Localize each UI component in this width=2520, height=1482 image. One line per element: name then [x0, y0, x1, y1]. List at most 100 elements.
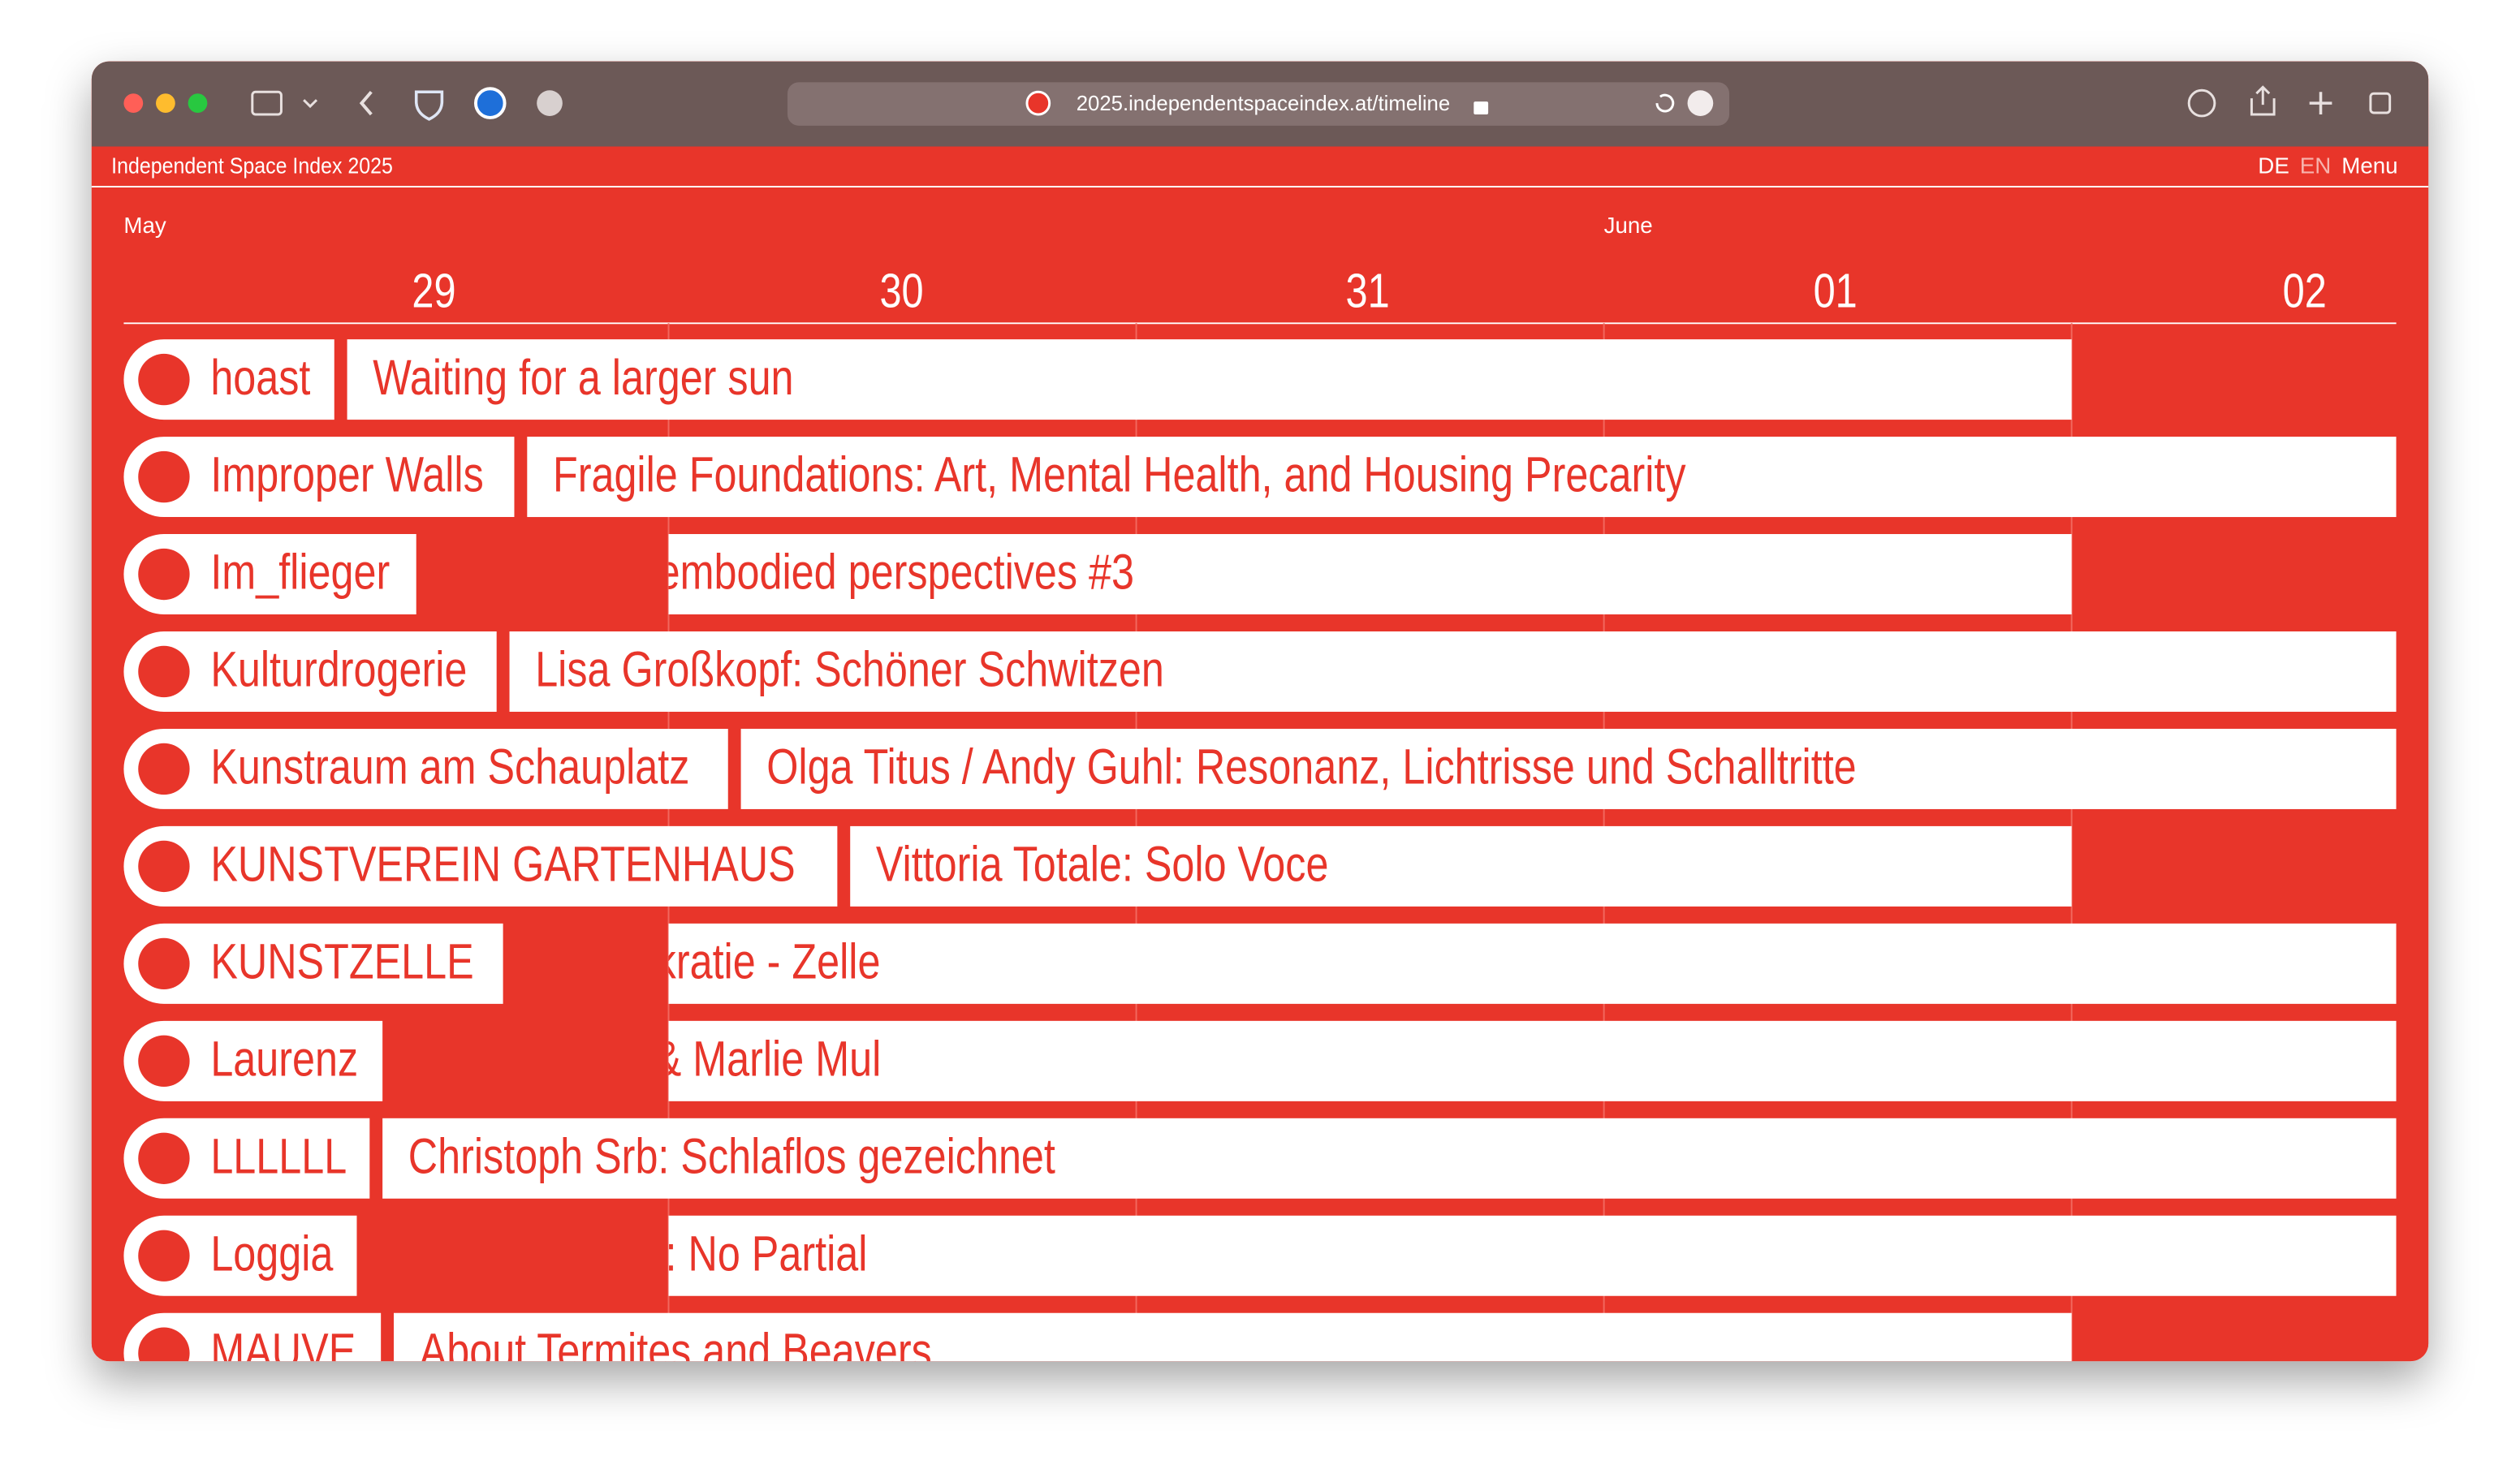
month-label: June: [1604, 213, 1653, 238]
space-pill[interactable]: [123, 1118, 370, 1199]
event-text-group: : No Partial: [669, 1226, 868, 1282]
space-dot: [138, 645, 190, 698]
event-title: & Marlie Mul: [654, 1031, 882, 1087]
timeline-row[interactable]: Loggia : No Partial: [123, 1215, 2397, 1296]
space-dot: [138, 353, 190, 406]
event-bar[interactable]: [347, 339, 2072, 420]
event-text-group: Fragile Foundations: Art, Mental Health,…: [553, 446, 1686, 502]
space-pill[interactable]: [123, 923, 503, 1004]
space-dot: [138, 1327, 190, 1362]
timeline-row[interactable]: Improper Walls Fragile Foundations: Art, …: [123, 437, 2397, 518]
event-title: kratie - Zelle: [656, 933, 881, 989]
language-en[interactable]: EN: [2300, 153, 2331, 179]
day-label: 01: [1814, 264, 1858, 318]
address-bar[interactable]: [788, 82, 1730, 126]
space-dot: [138, 937, 190, 990]
space-dot: [138, 840, 190, 893]
event-title: Lisa Großkopf: Schöner Schwitzen: [535, 641, 1164, 697]
event-text-group: embodied perspectives #3: [658, 544, 1135, 600]
space-name: Improper Walls: [210, 446, 483, 502]
tabs-button[interactable]: [2369, 92, 2392, 114]
timeline-row[interactable]: Kunstraum am Schauplatz Olga Titus / Andy…: [123, 728, 2397, 809]
event-text-group: About Termites and Beavers: [420, 1323, 932, 1379]
event-text-group: kratie - Zelle: [656, 933, 881, 989]
space-dot: [138, 1230, 190, 1282]
back-button[interactable]: [359, 90, 373, 116]
minimize-button[interactable]: [156, 93, 175, 113]
timeline-row[interactable]: Im_flieger embodied perspectives #3: [123, 534, 2072, 615]
timeline-row[interactable]: Laurenz & Marlie Mul: [123, 1020, 2397, 1101]
space-pill[interactable]: [123, 1215, 357, 1296]
event-bar[interactable]: [527, 437, 2397, 518]
space-name: Loggia: [210, 1226, 334, 1282]
close-button[interactable]: [123, 93, 144, 113]
timeline-row[interactable]: Kulturdrogerie Lisa Großkopf: Schöner Sch…: [123, 631, 2397, 712]
space-pill[interactable]: [123, 437, 515, 518]
zoom-button[interactable]: [188, 93, 208, 113]
event-bar[interactable]: [509, 631, 2397, 712]
event-title: Vittoria Totale: Solo Voce: [876, 836, 1329, 892]
share-button[interactable]: [2250, 85, 2276, 116]
extension-icon[interactable]: [537, 90, 563, 116]
event-text-group: Waiting for a larger sun: [373, 349, 793, 405]
space-dot: [138, 1035, 190, 1088]
event-title: About Termites and Beavers: [420, 1323, 932, 1379]
space-name: hoast: [210, 349, 310, 405]
day-label: 31: [1346, 264, 1390, 318]
space-dot: [138, 1132, 190, 1184]
space-pill[interactable]: [123, 728, 728, 809]
event-bar[interactable]: [668, 1020, 2397, 1101]
event-title: Waiting for a larger sun: [373, 349, 793, 405]
language-de[interactable]: DE: [2258, 153, 2289, 179]
event-title: embodied perspectives #3: [658, 544, 1134, 600]
menu-button[interactable]: Menu: [2341, 153, 2397, 179]
timeline-row[interactable]: MAUVE About Termites and Beavers: [123, 1312, 2072, 1394]
event-text-group: Vittoria Totale: Solo Voce: [876, 836, 1329, 892]
space-pill[interactable]: [123, 825, 838, 907]
event-bar[interactable]: [668, 923, 2397, 1004]
tab-group-menu[interactable]: [303, 99, 318, 109]
site-icon: [1025, 90, 1051, 116]
space-dot: [138, 450, 190, 503]
lock-icon: [1474, 101, 1489, 114]
event-bar[interactable]: [740, 728, 2397, 809]
sidebar-button[interactable]: [251, 90, 283, 116]
password-extension[interactable]: [473, 87, 507, 119]
downloads-button[interactable]: [2187, 88, 2216, 118]
event-bar[interactable]: [394, 1312, 2072, 1394]
extension-icon[interactable]: [414, 90, 444, 121]
more-button[interactable]: [1687, 90, 1714, 116]
space-pill[interactable]: [123, 534, 416, 615]
reload-button[interactable]: [1655, 93, 1675, 113]
timeline: hoast Waiting for a larger sun Improper Wa…: [123, 323, 2397, 1394]
event-bar[interactable]: [850, 825, 2072, 907]
new-tab-button[interactable]: [2309, 92, 2332, 114]
day-label: 02: [2283, 264, 2327, 318]
space-pill[interactable]: [123, 1020, 383, 1101]
space-dot: [138, 743, 190, 795]
event-title: Christoph Srb: Schlaflos gezeichnet: [408, 1128, 1055, 1184]
event-text-group: Lisa Großkopf: Schöner Schwitzen: [535, 641, 1164, 697]
space-pill[interactable]: [123, 631, 497, 712]
timeline-row[interactable]: hoast Waiting for a larger sun: [123, 339, 2072, 420]
space-name: Im_flieger: [210, 544, 390, 600]
event-bar[interactable]: [382, 1118, 2397, 1199]
site-title[interactable]: Independent Space Index 2025: [111, 153, 393, 179]
event-bar[interactable]: [668, 1215, 2397, 1296]
timeline-row[interactable]: KUNSTVEREIN GARTENHAUS Vittoria Totale: S…: [123, 825, 2072, 907]
timeline-row[interactable]: LLLLLL Christoph Srb: Schlaflos gezeichne…: [123, 1118, 2397, 1199]
event-bar[interactable]: [668, 534, 2072, 615]
space-name: Kunstraum am Schauplatz: [210, 739, 689, 795]
month-label: May: [123, 213, 166, 238]
timeline-row[interactable]: KUNSTZELLE kratie - Zelle: [123, 923, 2397, 1004]
space-dot: [138, 548, 190, 601]
day-label: 30: [879, 264, 923, 318]
space-name: Laurenz: [210, 1031, 358, 1087]
url[interactable]: 2025.independentspaceindex.at/timeline: [1077, 93, 1450, 115]
event-title: Olga Titus / Andy Guhl: Resonanz, Lichtr…: [766, 739, 1856, 795]
space-name: Kulturdrogerie: [210, 641, 467, 697]
space-name: MAUVE: [210, 1323, 356, 1379]
event-title: Fragile Foundations: Art, Mental Health,…: [553, 446, 1686, 502]
